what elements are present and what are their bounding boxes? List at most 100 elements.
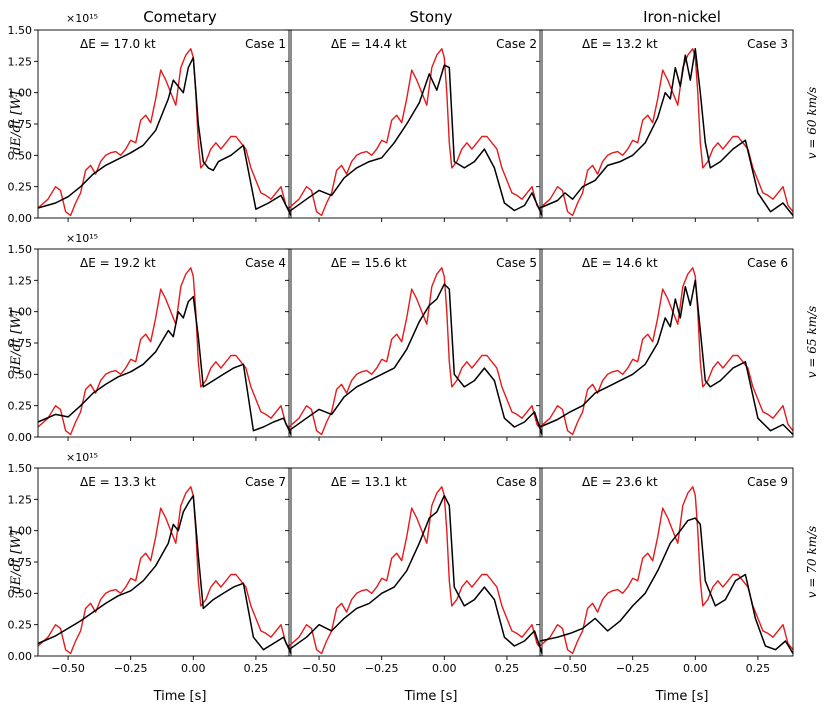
energy-annotation: ΔE = 14.6 kt — [582, 256, 658, 270]
y-tick-label: 0.25 — [8, 181, 33, 194]
model-curve — [37, 56, 292, 216]
axes-frame — [539, 29, 794, 219]
case-label: Case 8 — [496, 475, 537, 489]
panel-8: −0.50 −0.25 0.00 0.25 ΔE = 13.1 kt Case 8 — [285, 467, 543, 675]
x-tick-label: 0.00 — [181, 662, 206, 675]
y-tick-label: 0.25 — [8, 619, 33, 632]
x-tick-label: −0.25 — [365, 662, 399, 675]
y-tick-label: 1.00 — [8, 525, 33, 538]
axes-frame — [37, 248, 292, 438]
panel-9: −0.50 −0.25 0.00 0.25 ΔE = 23.6 kt Case 9 — [536, 467, 794, 675]
y-multiplier-3: ×10¹⁵ — [66, 451, 98, 464]
y-tick-label: 0.00 — [8, 431, 33, 444]
column-title-2: Stony — [410, 8, 453, 26]
column-title-3: Iron-nickel — [643, 8, 721, 26]
observed-curve — [288, 486, 543, 655]
case-label: Case 4 — [245, 256, 286, 270]
energy-annotation: ΔE = 23.6 kt — [582, 475, 658, 489]
axes-frame — [539, 467, 794, 657]
y-tick-label: 0.50 — [8, 368, 33, 381]
panels-group: 0.00 0.25 0.50 0.75 1.00 1.25 1.50 ΔE = 17.0 kt… — [8, 24, 794, 675]
row-label-2: v = 65 km/s — [805, 306, 819, 378]
energy-annotation: ΔE = 13.3 kt — [80, 475, 156, 489]
x-tick-label: −0.50 — [553, 662, 587, 675]
panel-6: ΔE = 14.6 kt Case 6 — [536, 248, 794, 441]
observed-curve — [37, 48, 292, 217]
model-curve — [288, 494, 543, 654]
y-tick-label: 0.25 — [8, 400, 33, 413]
panel-1: 0.00 0.25 0.50 0.75 1.00 1.25 1.50 ΔE = 17.0 kt… — [8, 24, 292, 225]
case-label: Case 9 — [747, 475, 788, 489]
observed-curve — [539, 267, 794, 436]
y-tick-label: 0.50 — [8, 149, 33, 162]
y-tick-label: 1.00 — [8, 306, 33, 319]
y-axis-label-1: dE/dt [W] — [9, 90, 24, 154]
y-tick-label: 0.00 — [8, 212, 33, 225]
x-tick-label: −0.50 — [302, 662, 336, 675]
row-label-3: v = 70 km/s — [805, 526, 819, 598]
y-tick-label: 1.25 — [8, 55, 33, 68]
y-tick-label: 0.75 — [8, 556, 33, 569]
model-curve — [539, 48, 794, 216]
energy-annotation: ΔE = 17.0 kt — [80, 37, 156, 51]
axes-frame — [288, 29, 543, 219]
x-tick-label: 0.25 — [244, 662, 269, 675]
axes-frame — [288, 248, 543, 438]
y-tick-label: 1.25 — [8, 274, 33, 287]
y-tick-label: 1.50 — [8, 24, 33, 37]
model-curve — [37, 295, 292, 435]
y-tick-label: 0.75 — [8, 337, 33, 350]
y-tick-label: 1.00 — [8, 87, 33, 100]
model-curve — [37, 494, 292, 654]
case-label: Case 5 — [496, 256, 537, 270]
observed-curve — [37, 267, 292, 436]
y-tick-label: 1.50 — [8, 462, 33, 475]
case-label: Case 1 — [245, 37, 286, 51]
y-multiplier-1: ×10¹⁵ — [66, 12, 98, 25]
case-label: Case 7 — [245, 475, 286, 489]
model-curve — [539, 517, 794, 654]
y-axis-label-3: dE/dt [W] — [9, 529, 24, 593]
panel-7: 0.00 0.25 0.50 0.75 1.00 1.25 1.50 −0.50 −0.25 0.… — [8, 462, 292, 675]
observed-curve — [37, 486, 292, 655]
observed-curve — [539, 486, 794, 655]
energy-annotation: ΔE = 13.1 kt — [331, 475, 407, 489]
panel-2: ΔE = 14.4 kt Case 2 — [285, 29, 543, 222]
column-title-1: Cometary — [143, 8, 217, 26]
observed-curve — [288, 48, 543, 217]
energy-annotation: ΔE = 14.4 kt — [331, 37, 407, 51]
x-axis-label-1: Time [s] — [153, 689, 207, 704]
x-axis-label-3: Time [s] — [655, 689, 709, 704]
energy-annotation: ΔE = 13.2 kt — [582, 37, 658, 51]
observed-curve — [288, 267, 543, 436]
x-tick-label: 0.25 — [495, 662, 520, 675]
energy-annotation: ΔE = 15.6 kt — [331, 256, 407, 270]
observed-curve — [539, 48, 794, 217]
model-curve — [539, 279, 794, 436]
model-curve — [288, 64, 543, 216]
model-curve — [288, 283, 543, 435]
y-tick-label: 1.50 — [8, 243, 33, 256]
panel-4: 0.00 0.25 0.50 0.75 1.00 1.25 1.50 ΔE = 19.2 kt… — [8, 243, 292, 444]
x-tick-label: 0.00 — [683, 662, 708, 675]
y-tick-label: 0.75 — [8, 118, 33, 131]
x-tick-label: −0.50 — [51, 662, 85, 675]
x-axis-label-2: Time [s] — [404, 689, 458, 704]
y-tick-label: 1.25 — [8, 493, 33, 506]
y-axis-label-2: dE/dt [W] — [9, 309, 24, 373]
panel-3: ΔE = 13.2 kt Case 3 — [536, 29, 794, 222]
panel-5: ΔE = 15.6 kt Case 5 — [285, 248, 543, 441]
x-tick-label: −0.25 — [616, 662, 650, 675]
energy-annotation: ΔE = 19.2 kt — [80, 256, 156, 270]
case-label: Case 3 — [747, 37, 788, 51]
case-label: Case 6 — [747, 256, 788, 270]
y-tick-label: 0.50 — [8, 587, 33, 600]
x-tick-label: −0.25 — [114, 662, 148, 675]
x-tick-label: 0.00 — [432, 662, 457, 675]
y-tick-label: 0.00 — [8, 650, 33, 663]
y-multiplier-2: ×10¹⁵ — [66, 232, 98, 245]
case-label: Case 2 — [496, 37, 537, 51]
axes-frame — [37, 467, 292, 657]
row-label-1: v = 60 km/s — [805, 87, 819, 159]
